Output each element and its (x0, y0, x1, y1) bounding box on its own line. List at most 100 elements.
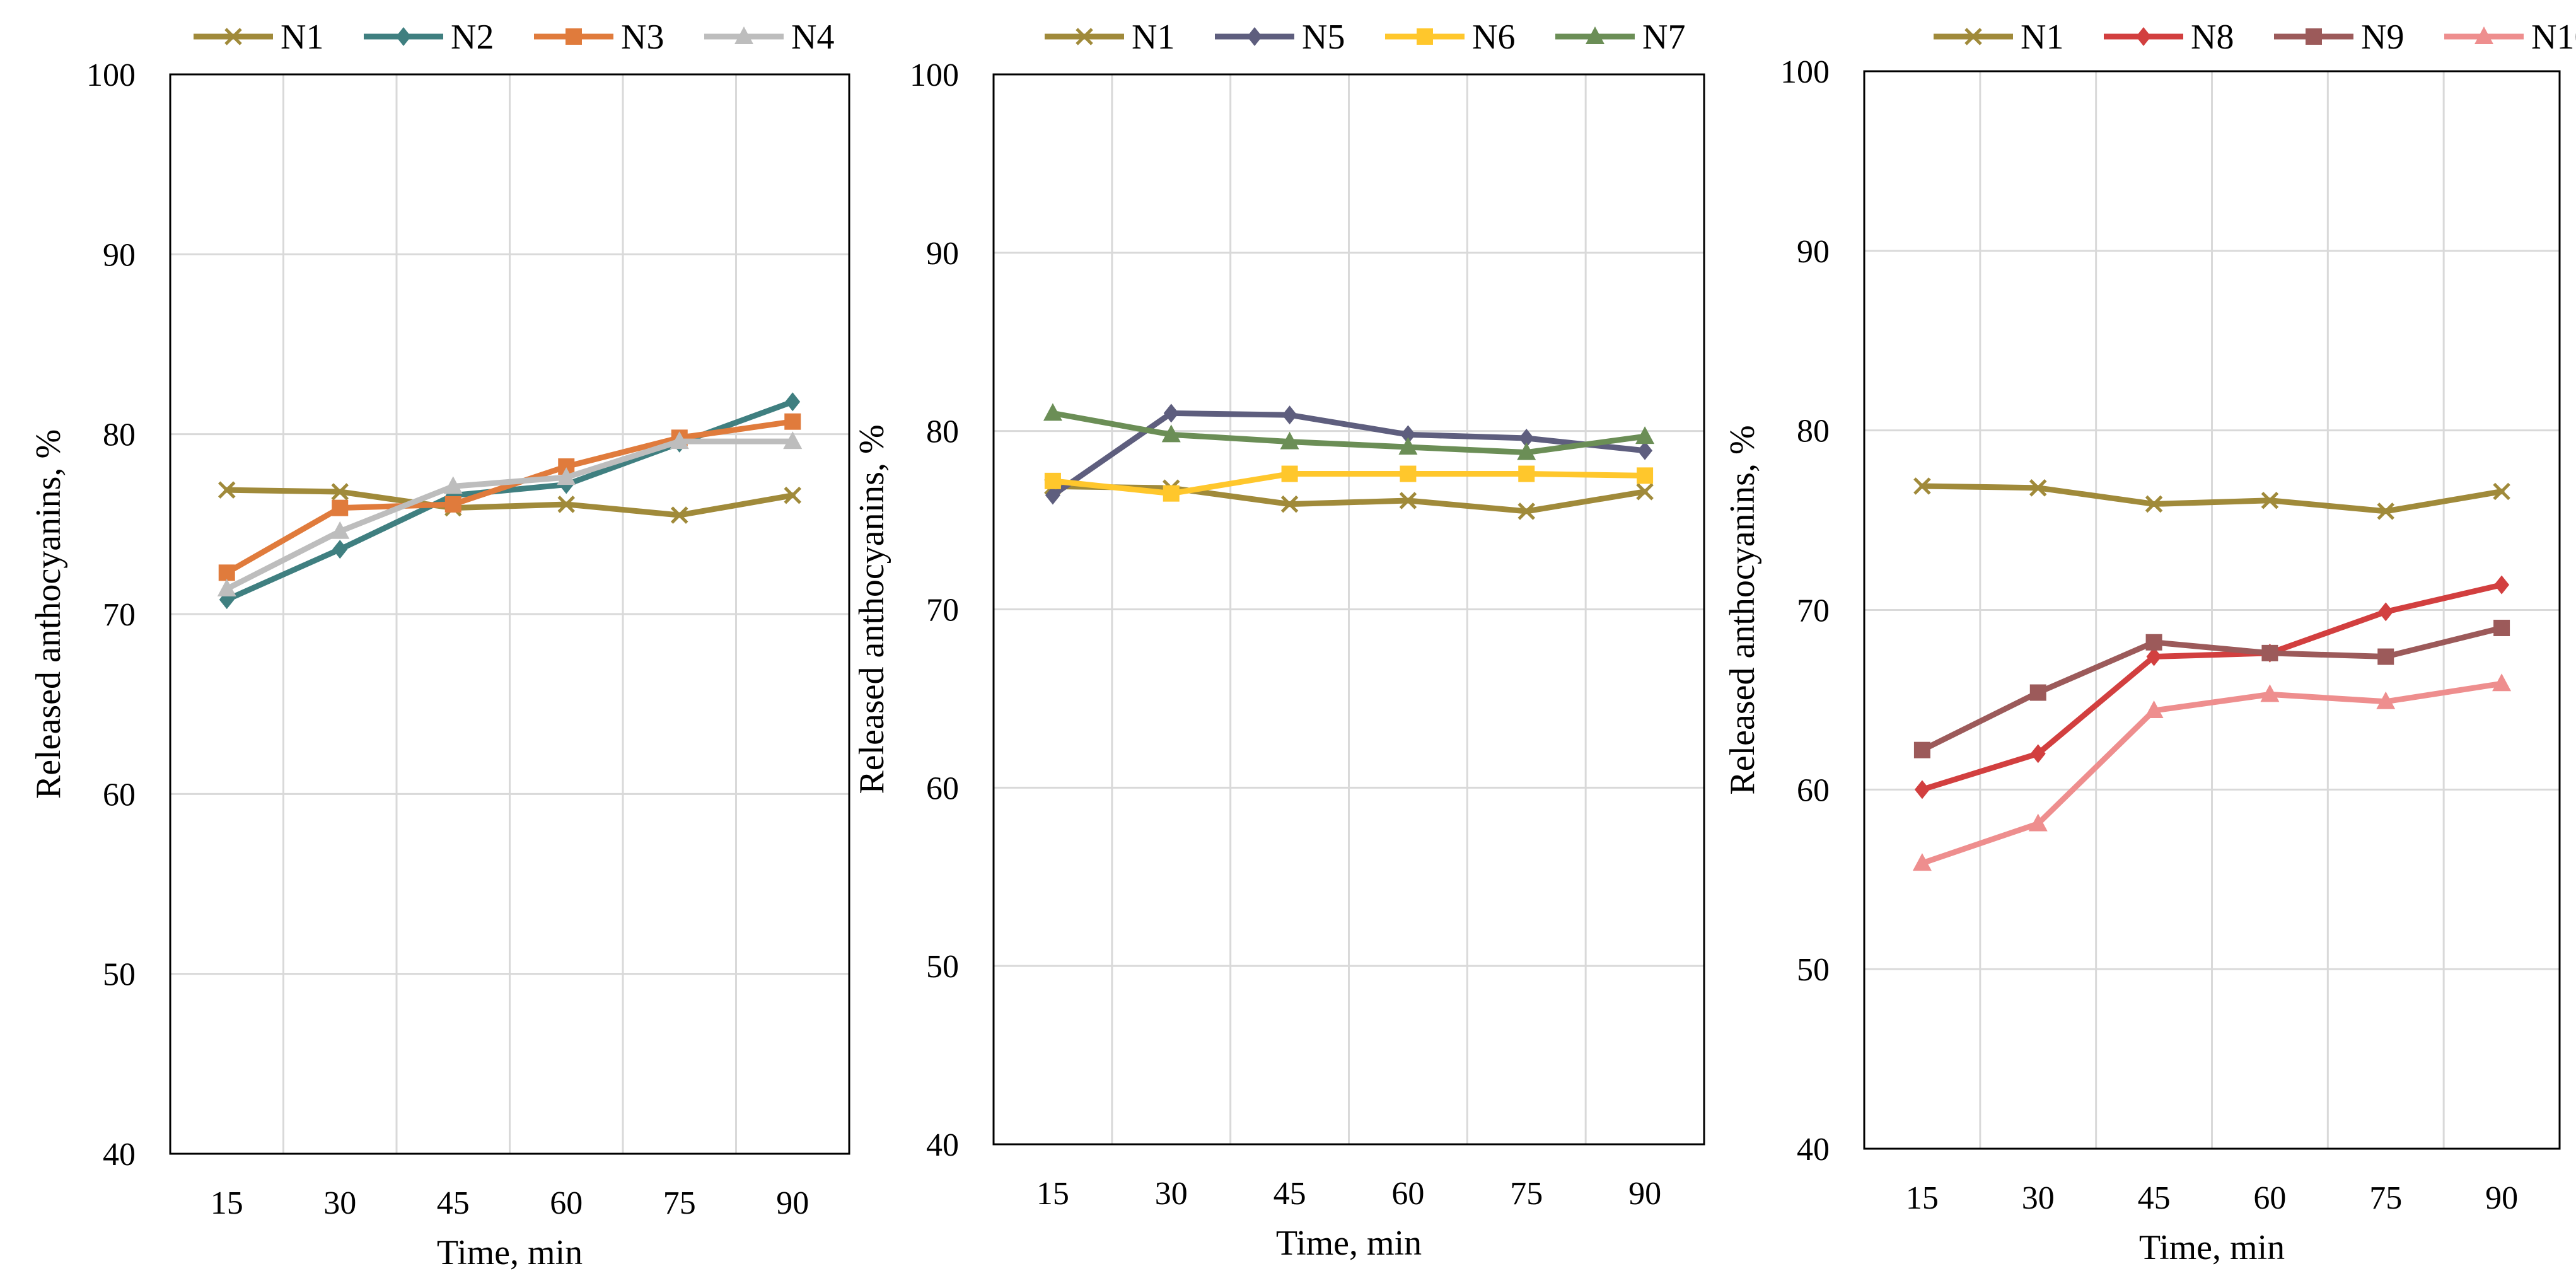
panel-2-ytick-label: 70 (926, 593, 959, 629)
panel-1-plot-frame (169, 73, 850, 1155)
panel-2-series-n6 (1044, 465, 1654, 502)
panel-1-series-n3-line (224, 419, 796, 576)
panel-2-legend-item-n7: N7 (1555, 18, 1685, 57)
panel-2-y-axis-label: Released anthocyanins, % (852, 424, 891, 794)
panel-1-series-n3-point (444, 496, 461, 513)
panel-3-ytick-label: 80 (1797, 414, 1830, 450)
panel-2-legend-item-n5-marker (1247, 27, 1262, 46)
panel-3-legend-item-n1-marker-stroke-b (1964, 28, 1982, 45)
panel-1-xtick-label: 30 (323, 1185, 356, 1221)
panel-3-series-n10-point (1912, 853, 1932, 871)
panel-2-series-n7-point (1161, 424, 1181, 443)
panel-1-series-n3 (218, 413, 801, 581)
panel-1-series-n2-point (332, 540, 348, 559)
panel-2-xtick-label: 30 (1155, 1176, 1188, 1212)
panel-1-legend-item-n3-marker (566, 28, 582, 45)
panel-3-legend-item-n9-marker (2306, 28, 2322, 45)
panel-2-series-n5 (1045, 403, 1653, 505)
panel-1-series-n1-point (670, 506, 688, 524)
panel-1-legend-item-n3-label: N3 (621, 18, 664, 57)
panel-3-series-n1-point (2493, 482, 2510, 501)
panel-3-ytick-label: 70 (1797, 593, 1830, 629)
panel-3-series-n8-point (2030, 744, 2046, 763)
panel-1-series-n3-point (332, 499, 349, 516)
panel-2-series-n6-point (1637, 467, 1654, 484)
panel-3-ytick-label: 100 (1780, 54, 1830, 90)
panel-3-x-axis-label: Time, min (2139, 1228, 2285, 1267)
panel-2-series-n1-point-stroke-b (1399, 492, 1417, 509)
panel-2-ytick-label: 80 (926, 414, 959, 450)
panel-3-series-n1-point (2377, 502, 2395, 520)
panel-1-series-n3-point (784, 413, 801, 430)
panel-1-series-n3-point (218, 564, 235, 581)
panel-3-series-n1-point-stroke-b (1913, 477, 1931, 495)
panel-2-xtick-label: 60 (1391, 1176, 1424, 1212)
panel-2-series-n7-point (1280, 431, 1299, 450)
panel-1-xtick-label: 90 (776, 1185, 809, 1221)
panel-3-legend-item-n1: N1 (1934, 18, 2063, 57)
panel-2-series-n1-point (1280, 495, 1299, 513)
panel-3-series-n9-point (2029, 684, 2046, 701)
panel-3-xtick-label: 75 (2369, 1180, 2402, 1216)
panel-1-ytick-label: 80 (103, 417, 136, 453)
panel-1-ytick-label: 40 (103, 1137, 136, 1173)
panel-2-legend-item-n1-marker (1076, 28, 1093, 45)
panel-2-series-n6-point (1281, 465, 1298, 482)
panel-1-series-n4-point (670, 431, 689, 450)
panel-1-series-n1-point-stroke-b (670, 506, 688, 524)
panel-3-xtick-label: 90 (2485, 1180, 2518, 1216)
panel-2-ytick-label: 90 (926, 236, 959, 272)
panel-3-series-n10 (1912, 673, 2512, 871)
panel-3-series-n9-point (2377, 648, 2394, 665)
panel-3-series-n8-line (1919, 582, 2505, 792)
panel-3-series-n1-point (2145, 495, 2163, 513)
panel-1-legend-item-n3: N3 (534, 18, 664, 57)
panel-2-series-n6-point (1163, 485, 1180, 502)
panel-3-legend-item-n1-label: N1 (2021, 18, 2063, 57)
panel-3-series-n9-point (2261, 644, 2278, 661)
panel-3-series-n10-point (2260, 684, 2280, 702)
panel-3-series-n10-point (2144, 700, 2164, 719)
panel-3-xtick-label: 60 (2253, 1180, 2286, 1216)
panel-1-series-n1-point-stroke-b (218, 481, 236, 499)
panel-3-series-n1-point-stroke-b (2029, 479, 2047, 497)
panel-3-series-n10-point (2492, 673, 2512, 692)
panel-3-series-n9-point (1913, 741, 1930, 758)
panel-3-series-n9-point (2493, 619, 2510, 636)
panel-2-legend-item-n7-marker (1586, 26, 1604, 44)
panel-3-series-n1-point (2261, 491, 2279, 509)
panel-3-series-n8-point (2146, 647, 2162, 666)
panel-2-series-n6-point (1400, 465, 1417, 482)
panel-1-series-n4 (217, 431, 803, 597)
panel-1-legend-item-n1-label: N1 (281, 18, 323, 57)
panel-2-series-n1-point-stroke-b (1517, 502, 1536, 520)
panel-1-xtick-label: 75 (663, 1185, 696, 1221)
panel-3-series-n1-point-stroke-b (2261, 491, 2279, 509)
panel-2-series-n7-point (1398, 437, 1418, 455)
panel-3: 40 50 60 70 80 90 100 15 30 45 60 75 90 Time, min Rele… (1723, 18, 2576, 1267)
panel-1-ytick-label: 100 (86, 57, 136, 93)
panel-2-series-n7 (1043, 403, 1655, 460)
panel-3-series-n1-line (1919, 483, 2505, 514)
panel-1-xtick-label: 15 (211, 1185, 243, 1221)
panel-1-legend: N1 N2 N3 N4 (194, 18, 834, 57)
panel-1-series-n1-point-stroke-b (331, 483, 349, 501)
panel-3-series-n1-point-stroke-b (2145, 495, 2163, 513)
panel-1-legend-item-n2-label: N2 (451, 18, 494, 57)
panel-1-series-n1-point (784, 486, 802, 504)
panel-3-series-n1-point-stroke-b (2493, 482, 2510, 501)
panel-3-series-n8-point (2494, 575, 2510, 595)
panel-2-ytick-label: 100 (910, 57, 959, 93)
panel-3-xtick-label: 45 (2138, 1180, 2171, 1216)
panel-1-series-n4-point (217, 579, 236, 597)
panel-1-series-n4-point (443, 476, 463, 494)
panel-2-legend-item-n5-label: N5 (1302, 18, 1345, 57)
panel-1-legend-item-n1-marker-stroke-b (224, 28, 242, 45)
panel-2-series-n6-line (1050, 471, 1648, 497)
panel-2-legend-item-n5: N5 (1215, 18, 1345, 57)
panel-3-series-n9-point (2145, 634, 2162, 651)
panel-1-x-axis-label: Time, min (437, 1233, 583, 1272)
panel-2-xtick-label: 45 (1273, 1176, 1306, 1212)
panel-3-series-n10-point (2376, 691, 2396, 709)
